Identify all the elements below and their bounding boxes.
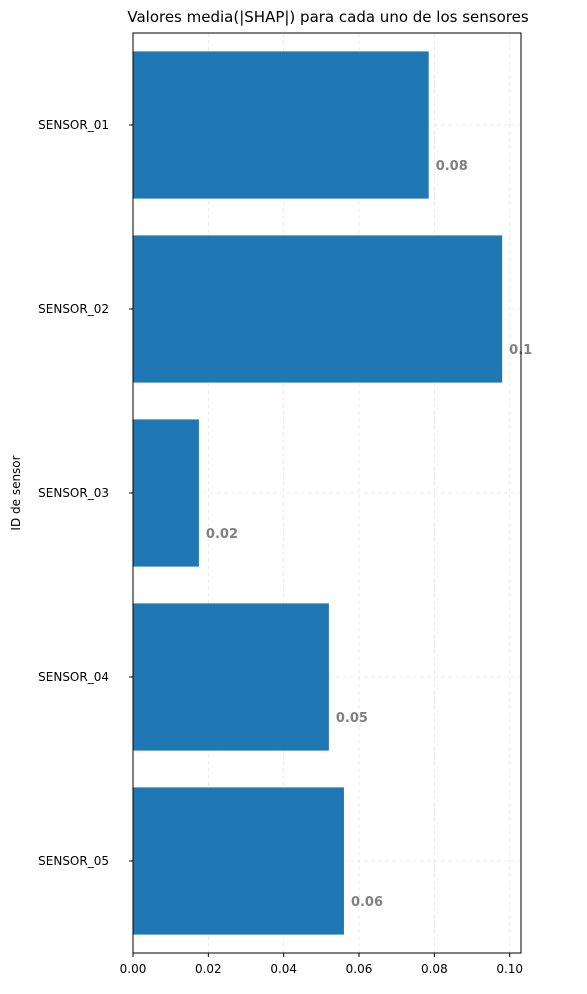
bar <box>133 51 429 199</box>
x-axis-ticks: 0.00 0.02 0.04 0.06 0.08 0.10 <box>120 953 523 976</box>
bar-value-label: 0.05 <box>336 711 368 726</box>
bar-value-label: 0.06 <box>351 895 383 910</box>
chart-title: Valores media(|SHAP|) para cada uno de l… <box>127 8 528 26</box>
bars: 0.080.10.020.050.06 <box>133 51 532 935</box>
y-axis-label: ID de sensor <box>9 455 23 530</box>
bar-value-label: 0.08 <box>436 159 468 174</box>
bar <box>133 235 503 383</box>
bar <box>133 419 199 567</box>
x-tick-label: 0.06 <box>346 962 373 976</box>
x-tick-label: 0.02 <box>195 962 222 976</box>
x-tick-label: 0.08 <box>421 962 448 976</box>
x-tick-label: 0.04 <box>270 962 297 976</box>
x-tick-label: 0.10 <box>496 962 523 976</box>
bar-value-label: 0.02 <box>206 527 238 542</box>
y-tick-label: SENSOR_05 <box>38 854 109 868</box>
y-axis-ticks: SENSOR_01 SENSOR_02 SENSOR_03 SENSOR_04 SENS… <box>38 118 133 868</box>
y-tick-label: SENSOR_03 <box>38 486 109 500</box>
x-tick-label: 0.00 <box>120 962 147 976</box>
y-tick-label: SENSOR_01 <box>38 118 109 132</box>
y-tick-label: SENSOR_02 <box>38 302 109 316</box>
y-tick-label: SENSOR_04 <box>38 670 109 684</box>
bar <box>133 787 344 935</box>
bar <box>133 603 329 751</box>
